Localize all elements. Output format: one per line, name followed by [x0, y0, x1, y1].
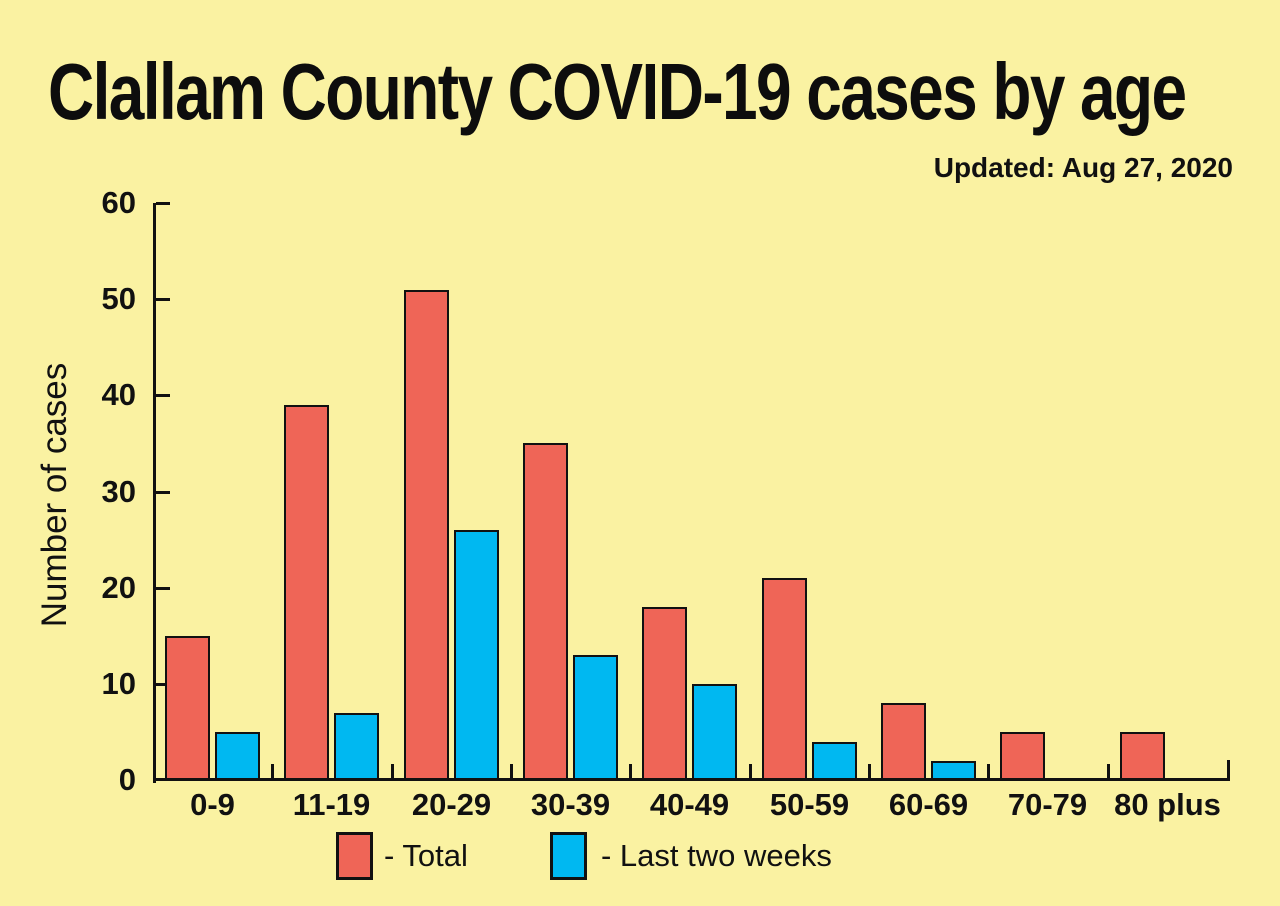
bar-total-50-59	[762, 578, 807, 780]
y-tick-label-0: 0	[118, 762, 136, 797]
bar-last-two-weeks-40-49	[692, 684, 737, 780]
bar-total-70-79	[1000, 732, 1045, 780]
y-tick-40	[156, 394, 170, 397]
bar-total-60-69	[881, 703, 926, 780]
y-tick-label-30: 30	[101, 474, 136, 509]
bar-last-two-weeks-60-69	[931, 761, 976, 780]
bar-last-two-weeks-11-19	[334, 713, 379, 780]
x-tick-1	[271, 764, 274, 780]
x-tick-8	[1107, 764, 1110, 780]
y-tick-20	[156, 587, 170, 590]
x-label-40-49: 40-49	[649, 787, 730, 822]
x-label-50-59: 50-59	[769, 787, 850, 822]
x-tick-5	[749, 764, 752, 780]
bar-total-20-29	[404, 290, 449, 780]
y-tick-label-50: 50	[101, 281, 136, 316]
x-axis-line	[153, 778, 1230, 781]
bar-last-two-weeks-0-9	[215, 732, 260, 780]
y-tick-label-10: 10	[101, 666, 136, 701]
bar-last-two-weeks-50-59	[812, 742, 857, 780]
x-label-0-9: 0-9	[190, 787, 235, 822]
y-tick-30	[156, 491, 170, 494]
x-tick-4	[629, 764, 632, 780]
y-tick-60	[156, 202, 170, 205]
bar-last-two-weeks-20-29	[454, 530, 499, 780]
y-tick-label-20: 20	[101, 570, 136, 605]
bar-last-two-weeks-30-39	[573, 655, 618, 780]
x-label-60-69: 60-69	[888, 787, 969, 822]
legend-label-last-two-weeks: - Last two weeks	[601, 838, 832, 873]
updated-date-label: Updated: Aug 27, 2020	[933, 152, 1233, 183]
y-tick-label-40: 40	[101, 377, 136, 412]
bar-total-30-39	[523, 443, 568, 780]
bar-total-80-plus	[1120, 732, 1165, 780]
x-label-30-39: 30-39	[530, 787, 611, 822]
x-tick-6	[868, 764, 871, 780]
x-tick-2	[391, 764, 394, 780]
bar-total-0-9	[165, 636, 210, 780]
x-label-20-29: 20-29	[411, 787, 492, 822]
y-tick-10	[156, 683, 170, 686]
y-tick-label-60: 60	[101, 185, 136, 220]
legend-swatch-total	[336, 832, 373, 880]
bar-total-40-49	[642, 607, 687, 780]
y-axis-line	[153, 203, 156, 783]
bar-total-11-19	[284, 405, 329, 780]
x-axis-end-tick	[1227, 760, 1230, 780]
x-tick-3	[510, 764, 513, 780]
legend-swatch-last-two-weeks	[550, 832, 587, 880]
chart-title: Clallam County COVID-19 cases by age	[48, 47, 1187, 136]
legend-label-total: - Total	[384, 838, 468, 873]
x-label-11-19: 11-19	[292, 787, 371, 822]
x-label-80-plus: 80 plus	[1114, 787, 1221, 822]
x-tick-7	[987, 764, 990, 780]
y-tick-50	[156, 298, 170, 301]
x-label-70-79: 70-79	[1007, 787, 1088, 822]
